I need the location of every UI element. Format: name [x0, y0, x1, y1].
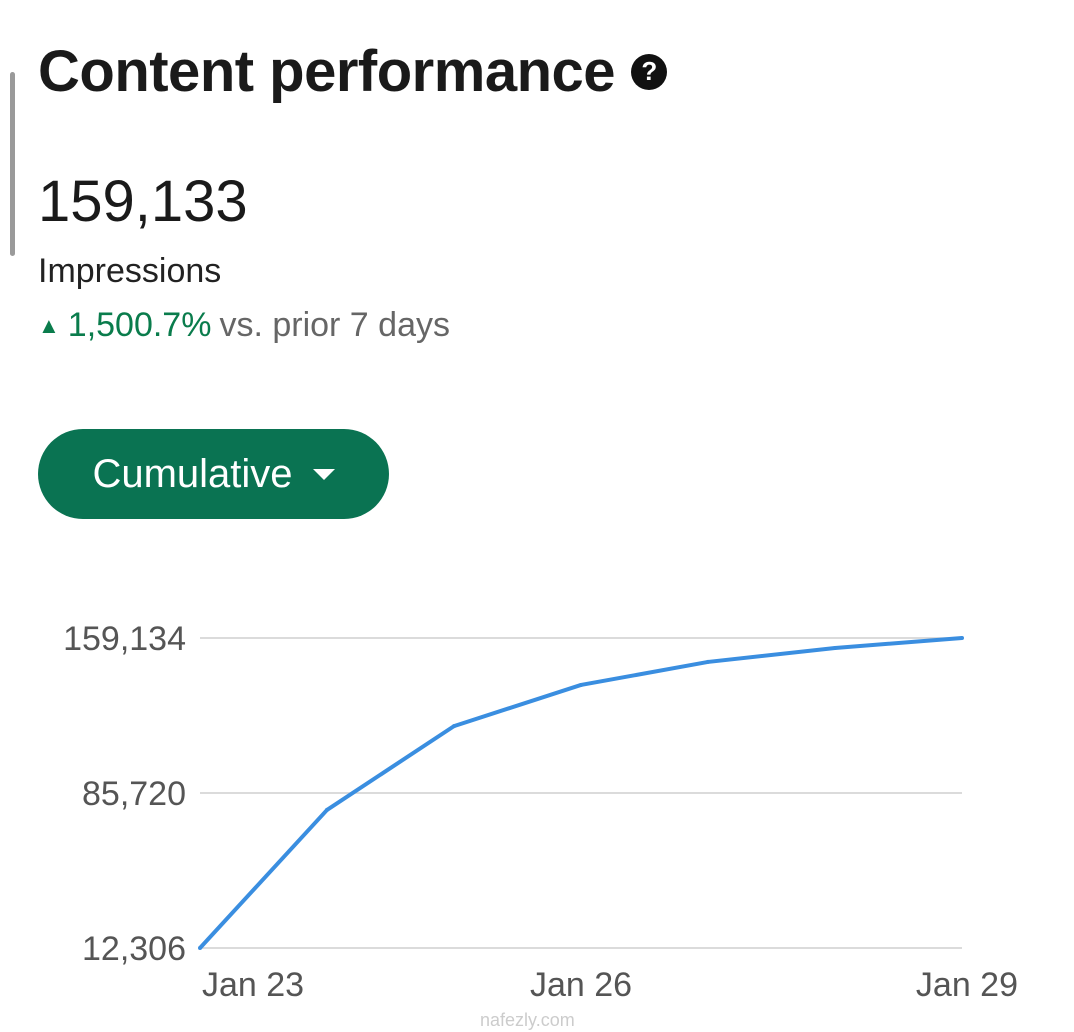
- title-text: Content performance: [38, 39, 616, 104]
- y-tick-label: 85,720: [82, 775, 186, 813]
- x-tick-label: Jan 23: [202, 966, 304, 1004]
- data-point: [833, 645, 837, 650]
- page-title: Content performance ?: [38, 38, 668, 105]
- change-percent: 1,500.7%: [67, 306, 212, 344]
- data-point: [960, 636, 964, 640]
- help-icon[interactable]: ?: [631, 53, 668, 90]
- scrollbar[interactable]: [10, 72, 15, 256]
- y-tick-label: 12,306: [82, 930, 186, 968]
- x-tick-label: Jan 29: [916, 966, 1018, 1004]
- x-tick-label: Jan 26: [530, 966, 632, 1004]
- y-tick-label: 159,134: [63, 620, 186, 658]
- watermark: nafezly.com: [480, 1010, 575, 1030]
- data-point: [198, 946, 202, 950]
- data-point: [325, 807, 329, 812]
- cumulative-dropdown[interactable]: Cumulative: [38, 429, 389, 519]
- change-indicator: ▲ 1,500.7% vs. prior 7 days: [38, 306, 450, 345]
- chevron-down-icon: [312, 468, 335, 480]
- change-suffix: vs. prior 7 days: [219, 306, 450, 344]
- data-point: [452, 724, 456, 729]
- arrow-up-icon: ▲: [38, 312, 60, 338]
- impressions-label: Impressions: [38, 252, 222, 290]
- dropdown-label: Cumulative: [92, 451, 293, 496]
- data-point: [706, 659, 710, 664]
- data-point: [579, 682, 583, 687]
- impressions-value: 159,133: [38, 169, 248, 234]
